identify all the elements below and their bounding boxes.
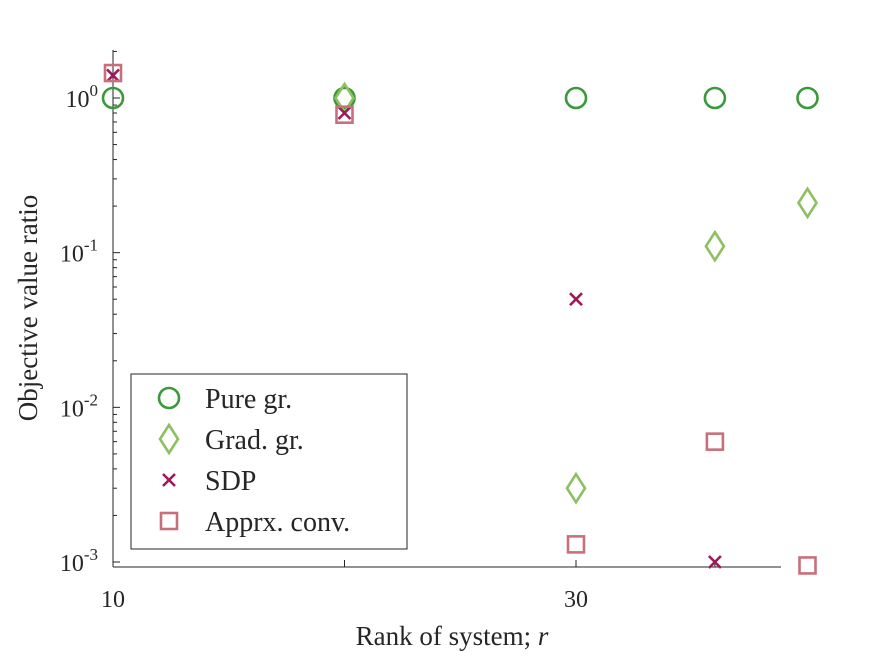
data-point-circle: [101, 86, 125, 110]
data-point-x: [569, 292, 583, 307]
data-point-x: [707, 555, 722, 569]
legend-marker-diamond: [158, 422, 180, 456]
data-point-diamond: [796, 186, 819, 220]
data-point-diamond: [565, 471, 587, 505]
data-point-square: [705, 432, 725, 451]
legend-label: Apprx. conv.: [205, 507, 350, 538]
data-point-square: [566, 535, 586, 554]
data-point-diamond: [704, 229, 726, 263]
legend: Pure gr. Grad. gr. SDP Apprx. conv.: [130, 373, 408, 550]
x-tick-label: 10: [101, 587, 125, 613]
tick-labels: 10 30 100 10-1 10-2 10-3: [60, 81, 588, 613]
y-tick-label: 10-2: [60, 390, 98, 422]
legend-label: SDP: [205, 466, 256, 497]
x-axis-label: Rank of system; r: [356, 621, 549, 651]
data-point-square: [798, 556, 817, 575]
axes: [112, 50, 781, 568]
x-tick-label: 30: [564, 587, 588, 613]
legend-label: Grad. gr.: [205, 425, 304, 456]
data-point-circle: [796, 86, 819, 110]
data-point-circle: [333, 86, 356, 110]
data-point-square: [103, 63, 123, 83]
data-point-circle: [703, 86, 727, 110]
y-tick-label: 100: [66, 81, 99, 113]
data-point-square: [335, 105, 354, 124]
data-point-x: [337, 106, 352, 120]
legend-marker-x: [162, 473, 176, 487]
legend-marker-circle: [157, 386, 181, 410]
y-tick-label: 10-3: [60, 545, 98, 577]
y-tick-label: 10-1: [60, 236, 98, 268]
data-point-circle: [564, 86, 588, 110]
y-axis-label: Objective value ratio: [13, 195, 43, 421]
legend-marker-square: [159, 511, 179, 531]
data-point-x: [106, 68, 120, 83]
data-marks: [101, 63, 819, 575]
legend-label: Pure gr.: [205, 384, 292, 415]
